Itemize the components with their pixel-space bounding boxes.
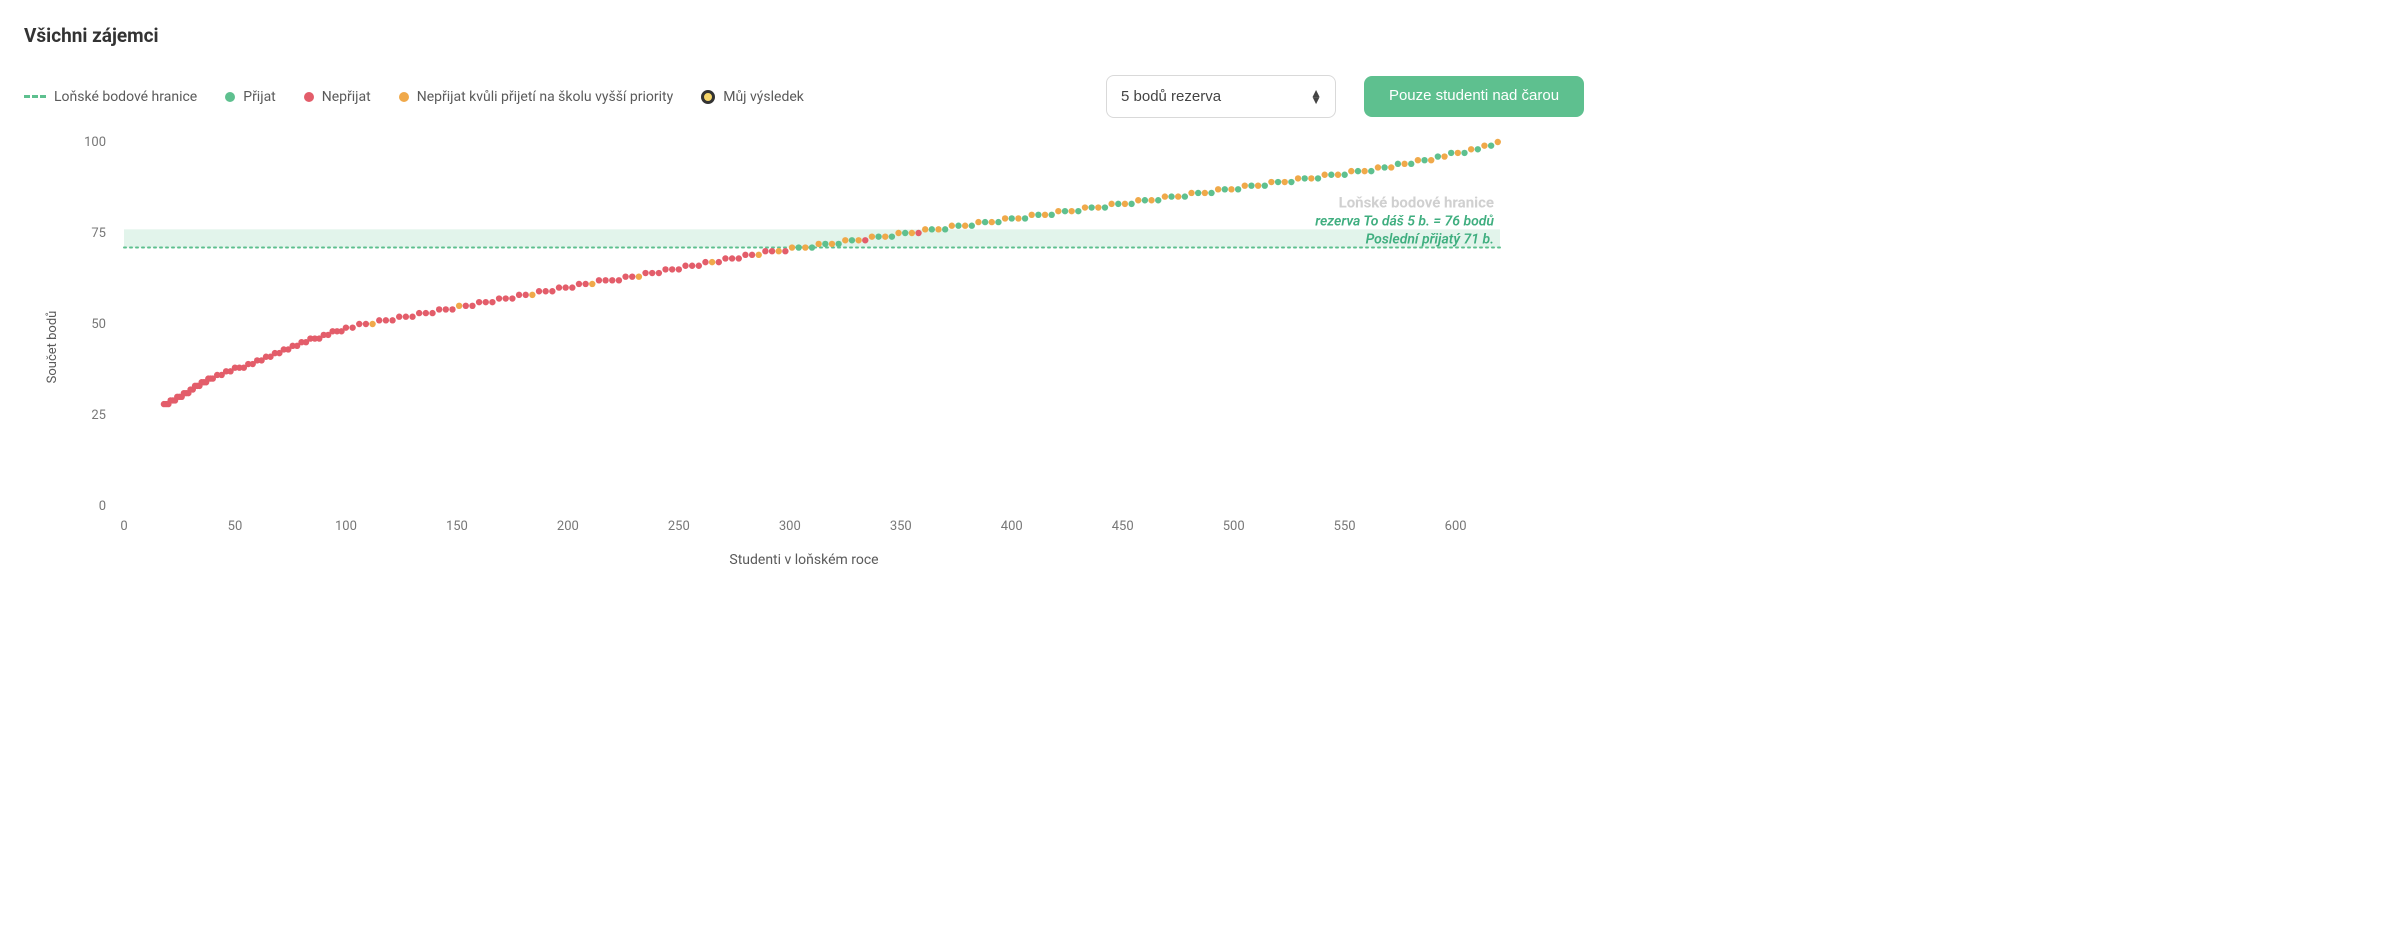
svg-text:200: 200 — [557, 519, 579, 534]
svg-text:0: 0 — [120, 519, 127, 534]
legend-threshold-label: Loňské bodové hranice — [54, 89, 197, 105]
svg-text:100: 100 — [84, 135, 106, 150]
y-axis-label: Součet bodů — [45, 311, 60, 384]
reserve-select-wrap: 0 bodů rezerva5 bodů rezerva10 bodů reze… — [1106, 75, 1336, 118]
dot-swatch-icon — [225, 92, 235, 102]
svg-text:550: 550 — [1334, 519, 1356, 534]
legend-rejected-priority: Nepřijat kvůli přijetí na školu vyšší pr… — [399, 89, 673, 105]
reserve-select[interactable]: 0 bodů rezerva5 bodů rezerva10 bodů reze… — [1106, 75, 1336, 118]
dash-swatch-icon — [24, 95, 46, 98]
chart-wrap: Součet bodů 0 25 50 75 100 0 50 100 150 200 250 300… — [24, 126, 1584, 568]
svg-text:250: 250 — [668, 519, 690, 534]
svg-text:100: 100 — [335, 519, 357, 534]
svg-text:rezerva To dáš 5 b. = 76 bodů: rezerva To dáš 5 b. = 76 bodů — [1315, 213, 1494, 229]
svg-text:25: 25 — [91, 408, 106, 423]
svg-text:0: 0 — [99, 499, 106, 514]
svg-text:Loňské bodové hranice: Loňské bodové hranice — [1339, 193, 1494, 211]
legend-rejected-priority-label: Nepřijat kvůli přijetí na školu vyšší pr… — [417, 89, 673, 105]
legend-my-result: Můj výsledek — [701, 89, 804, 105]
dot-swatch-icon — [399, 92, 409, 102]
dot-swatch-icon — [304, 92, 314, 102]
svg-text:Poslední přijatý 71 b.: Poslední přijatý 71 b. — [1366, 232, 1494, 248]
svg-text:300: 300 — [779, 519, 801, 534]
chart-title: Všichni zájemci — [24, 24, 1584, 47]
legend: Loňské bodové hranice Přijat Nepřijat Ne… — [24, 89, 1078, 105]
filter-button-label: Pouze studenti nad čarou — [1389, 87, 1559, 104]
legend-my-result-label: Můj výsledek — [723, 89, 804, 105]
scatter-chart: 0 25 50 75 100 0 50 100 150 200 250 300 350 400 450 500… — [24, 126, 1524, 546]
ring-swatch-icon — [701, 90, 715, 104]
svg-text:150: 150 — [446, 519, 468, 534]
filter-above-line-button[interactable]: Pouze studenti nad čarou — [1364, 76, 1584, 116]
x-axis-label: Studenti v loňském roce — [24, 552, 1584, 568]
svg-text:350: 350 — [890, 519, 912, 534]
svg-text:400: 400 — [1001, 519, 1023, 534]
legend-accepted: Přijat — [225, 89, 276, 105]
svg-text:75: 75 — [91, 226, 106, 241]
legend-rejected: Nepřijat — [304, 89, 371, 105]
svg-text:50: 50 — [91, 317, 106, 332]
top-row: Loňské bodové hranice Přijat Nepřijat Ne… — [24, 75, 1584, 118]
svg-text:50: 50 — [228, 519, 243, 534]
svg-text:450: 450 — [1112, 519, 1134, 534]
svg-text:500: 500 — [1223, 519, 1245, 534]
legend-threshold: Loňské bodové hranice — [24, 89, 197, 105]
legend-rejected-label: Nepřijat — [322, 89, 371, 105]
legend-accepted-label: Přijat — [243, 89, 276, 105]
svg-text:600: 600 — [1445, 519, 1467, 534]
